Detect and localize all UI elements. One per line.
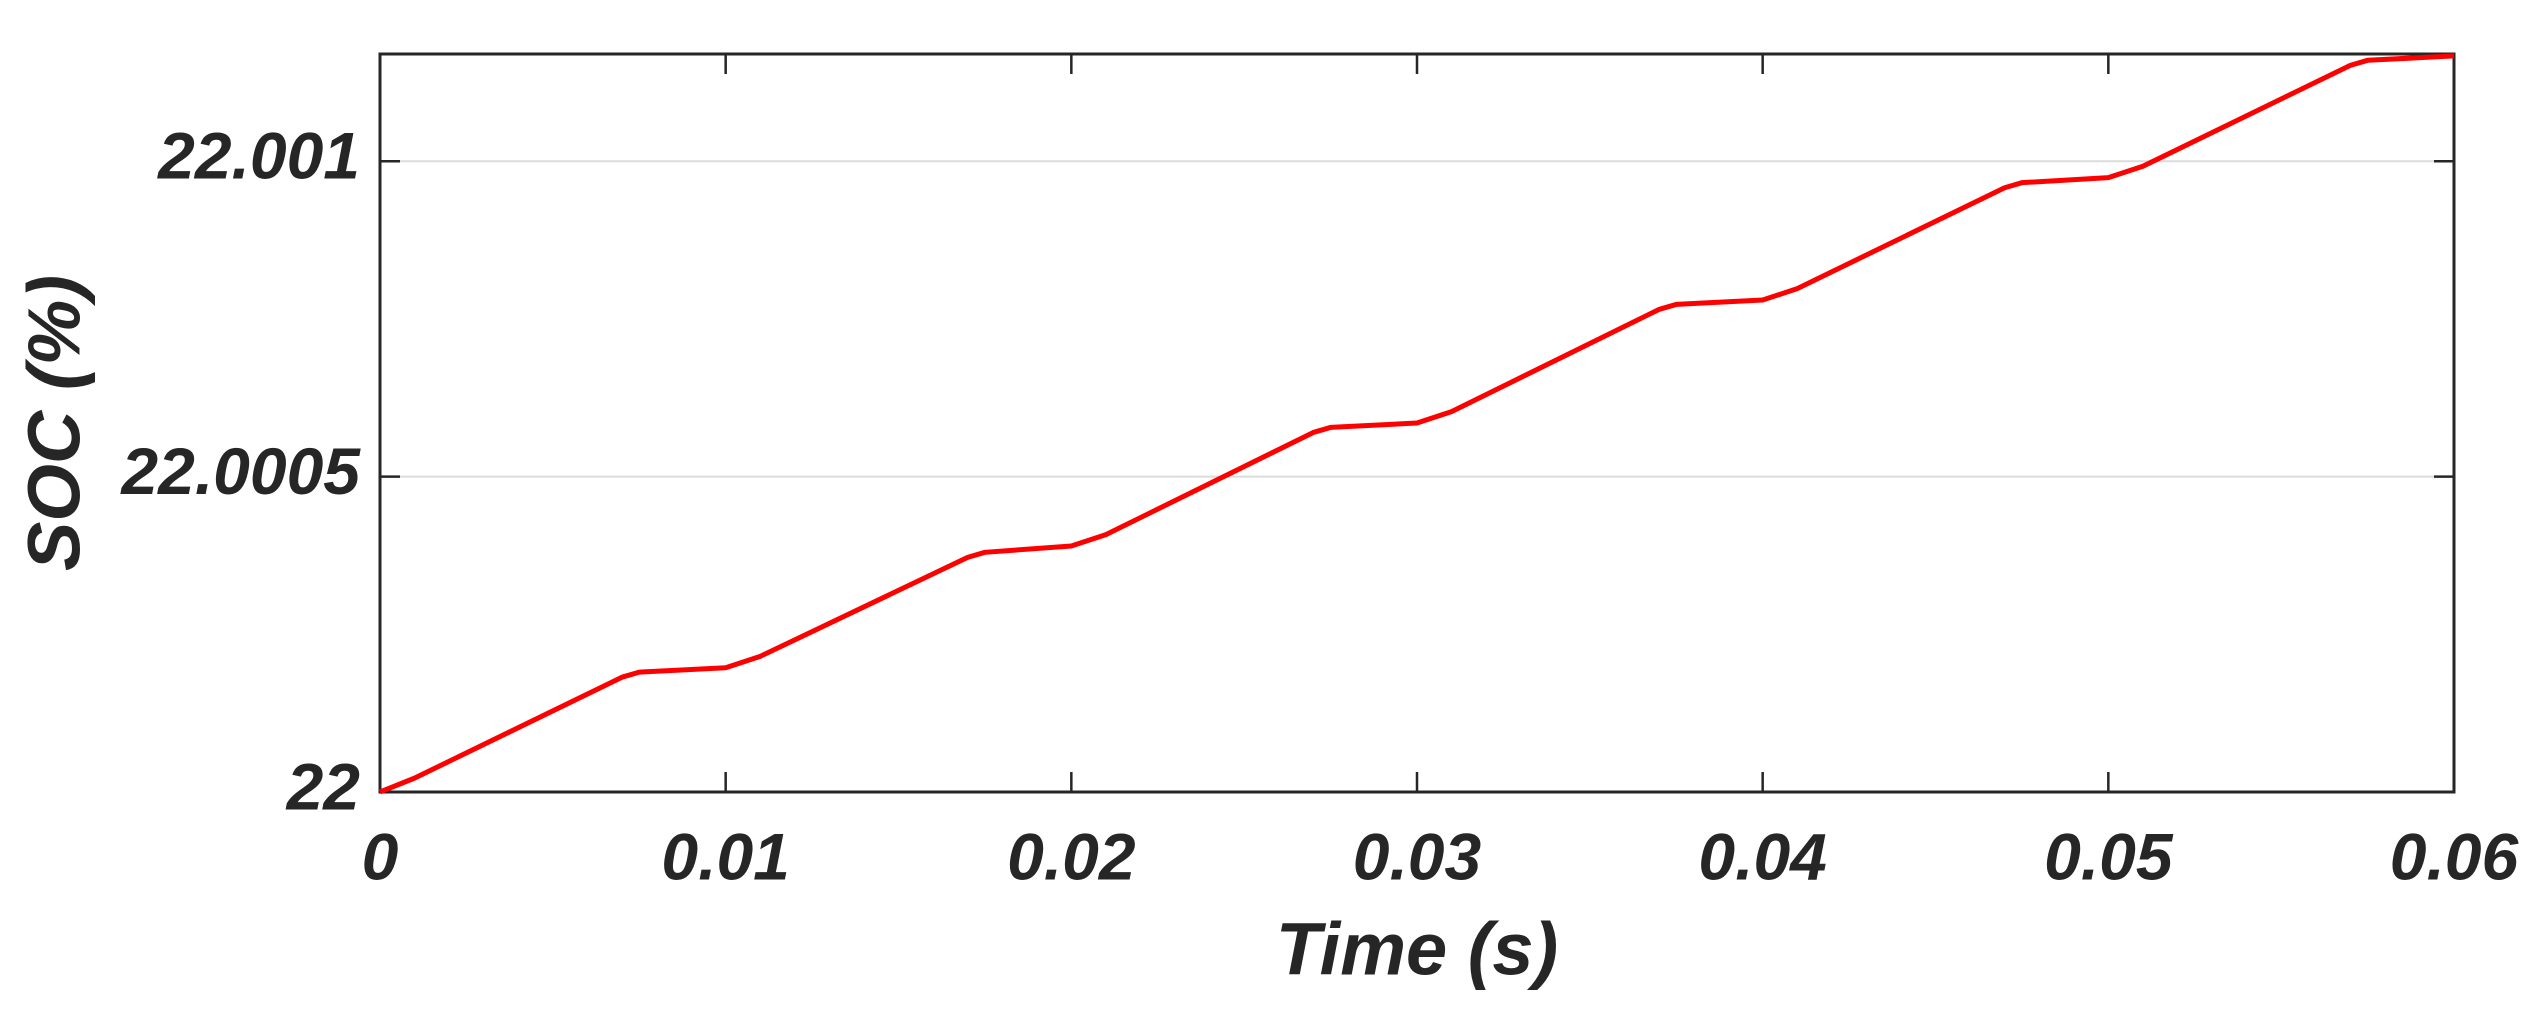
x-tick-label: 0.06	[2390, 819, 2520, 893]
x-axis-label: Time (s)	[1276, 908, 1558, 991]
y-tick-label: 22.001	[156, 119, 360, 193]
y-axis-label: SOC (%)	[13, 275, 96, 571]
y-tick-label: 22.0005	[119, 434, 361, 508]
x-tick-label: 0	[362, 819, 399, 893]
x-tick-label: 0.02	[1007, 819, 1136, 893]
x-tick-label: 0.05	[2044, 819, 2174, 893]
x-tick-label: 0.03	[1353, 819, 1481, 893]
x-tick-label: 0.04	[1698, 819, 1826, 893]
y-tick-label: 22	[285, 749, 361, 823]
data-line	[379, 53, 2455, 795]
plot-frame	[378, 52, 2456, 794]
x-tick-label: 0.01	[661, 819, 789, 893]
